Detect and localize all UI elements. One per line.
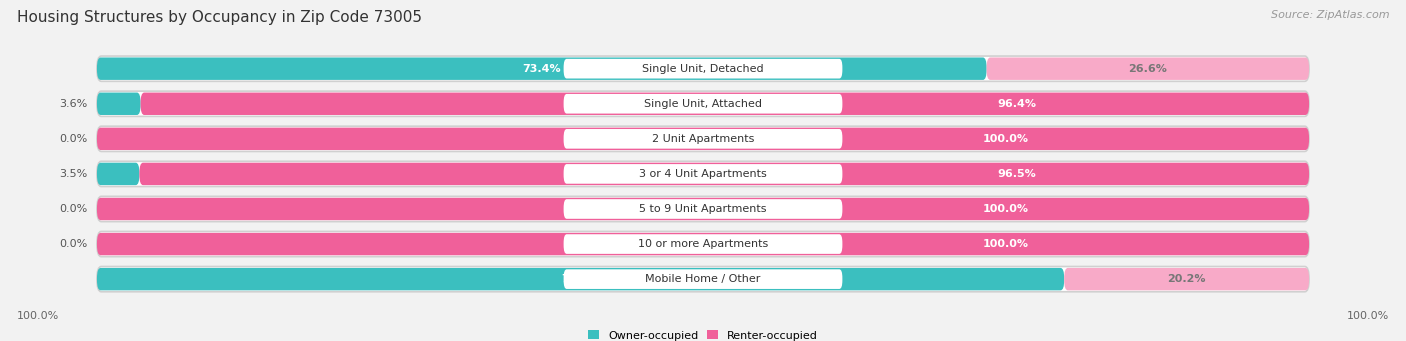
Text: 100.0%: 100.0% <box>983 204 1029 214</box>
Text: Housing Structures by Occupancy in Zip Code 73005: Housing Structures by Occupancy in Zip C… <box>17 10 422 25</box>
Text: Mobile Home / Other: Mobile Home / Other <box>645 274 761 284</box>
Text: 79.8%: 79.8% <box>561 274 600 284</box>
Text: Source: ZipAtlas.com: Source: ZipAtlas.com <box>1271 10 1389 20</box>
Text: 0.0%: 0.0% <box>59 239 87 249</box>
FancyBboxPatch shape <box>564 129 842 149</box>
Text: 2 Unit Apartments: 2 Unit Apartments <box>652 134 754 144</box>
FancyBboxPatch shape <box>97 267 1309 292</box>
Text: 3.5%: 3.5% <box>59 169 87 179</box>
FancyBboxPatch shape <box>564 164 842 184</box>
FancyBboxPatch shape <box>97 196 1309 222</box>
Text: 10 or more Apartments: 10 or more Apartments <box>638 239 768 249</box>
FancyBboxPatch shape <box>97 58 987 80</box>
Text: 100.0%: 100.0% <box>983 134 1029 144</box>
FancyBboxPatch shape <box>97 126 1309 151</box>
Text: 96.4%: 96.4% <box>997 99 1036 109</box>
FancyBboxPatch shape <box>1064 268 1309 290</box>
FancyBboxPatch shape <box>97 92 141 115</box>
Text: 73.4%: 73.4% <box>523 64 561 74</box>
FancyBboxPatch shape <box>564 234 842 254</box>
FancyBboxPatch shape <box>987 58 1309 80</box>
FancyBboxPatch shape <box>139 163 1309 185</box>
Text: 100.0%: 100.0% <box>983 239 1029 249</box>
FancyBboxPatch shape <box>97 233 1309 255</box>
Text: 0.0%: 0.0% <box>59 134 87 144</box>
FancyBboxPatch shape <box>97 161 1309 187</box>
FancyBboxPatch shape <box>97 56 1309 81</box>
FancyBboxPatch shape <box>564 59 842 78</box>
FancyBboxPatch shape <box>97 163 139 185</box>
FancyBboxPatch shape <box>97 128 1309 150</box>
Text: 96.5%: 96.5% <box>997 169 1036 179</box>
Text: 3.6%: 3.6% <box>59 99 87 109</box>
FancyBboxPatch shape <box>564 199 842 219</box>
FancyBboxPatch shape <box>141 92 1309 115</box>
FancyBboxPatch shape <box>564 94 842 114</box>
Text: 3 or 4 Unit Apartments: 3 or 4 Unit Apartments <box>640 169 766 179</box>
FancyBboxPatch shape <box>97 232 1309 257</box>
Text: Single Unit, Attached: Single Unit, Attached <box>644 99 762 109</box>
Text: 26.6%: 26.6% <box>1129 64 1167 74</box>
Text: 100.0%: 100.0% <box>1347 311 1389 321</box>
Legend: Owner-occupied, Renter-occupied: Owner-occupied, Renter-occupied <box>583 326 823 341</box>
Text: 0.0%: 0.0% <box>59 204 87 214</box>
FancyBboxPatch shape <box>97 91 1309 116</box>
FancyBboxPatch shape <box>564 269 842 289</box>
Text: 20.2%: 20.2% <box>1167 274 1206 284</box>
Text: 5 to 9 Unit Apartments: 5 to 9 Unit Apartments <box>640 204 766 214</box>
FancyBboxPatch shape <box>97 268 1064 290</box>
Text: Single Unit, Detached: Single Unit, Detached <box>643 64 763 74</box>
FancyBboxPatch shape <box>97 198 1309 220</box>
Text: 100.0%: 100.0% <box>17 311 59 321</box>
